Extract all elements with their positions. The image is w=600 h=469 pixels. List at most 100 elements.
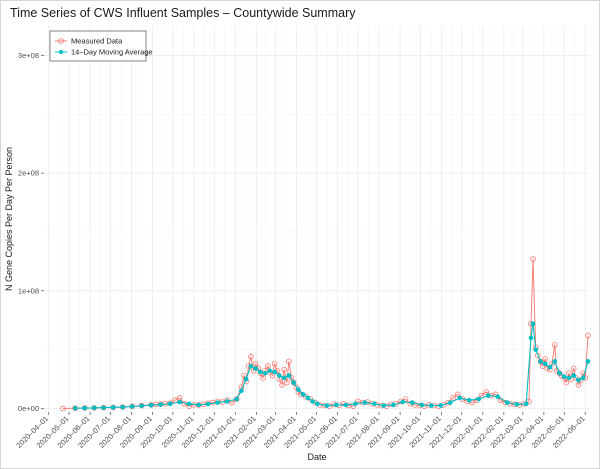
data-point-moving-average: [248, 363, 254, 369]
legend-label-measured: Measured Data: [71, 37, 123, 46]
data-point-moving-average: [447, 400, 453, 405]
legend-box: [49, 30, 147, 62]
data-point-measured: [551, 342, 558, 348]
data-point-moving-average: [371, 401, 377, 407]
data-point-moving-average: [438, 403, 444, 408]
data-point-moving-average: [580, 375, 586, 381]
data-point-moving-average: [234, 396, 239, 402]
data-point-measured: [537, 358, 544, 365]
data-point-moving-average: [101, 405, 107, 410]
data-point-moving-average: [381, 403, 387, 408]
data-point-moving-average: [286, 373, 292, 378]
data-point-moving-average: [186, 401, 192, 407]
data-point-moving-average: [352, 401, 358, 407]
data-point-moving-average: [91, 405, 97, 411]
data-point-moving-average: [428, 403, 434, 408]
y-tick-label: 1e+08: [18, 286, 39, 295]
data-point-moving-average: [295, 387, 301, 392]
data-point-moving-average: [495, 394, 501, 400]
y-tick-label: 0e+00: [18, 404, 39, 413]
data-point-moving-average: [542, 361, 548, 367]
data-point-moving-average: [205, 401, 211, 407]
data-point-moving-average: [139, 403, 145, 409]
data-point-moving-average: [72, 405, 78, 411]
data-point-measured: [402, 396, 409, 402]
data-point-moving-average: [215, 400, 220, 405]
data-point-measured: [286, 358, 292, 365]
data-point-measured: [60, 405, 66, 412]
data-point-measured: [279, 382, 285, 388]
data-point-measured: [539, 363, 546, 369]
data-point-moving-average: [362, 400, 368, 405]
data-point-moving-average: [576, 377, 581, 383]
data-point-moving-average: [528, 335, 534, 341]
data-point-moving-average: [158, 402, 164, 407]
data-point-moving-average: [291, 380, 296, 385]
data-point-measured: [450, 395, 456, 401]
data-point-moving-average: [148, 402, 154, 408]
chart-title: Time Series of CWS Influent Samples – Co…: [10, 6, 356, 20]
data-point-measured: [281, 366, 287, 373]
data-point-moving-average: [167, 401, 173, 407]
data-point-moving-average: [390, 402, 396, 408]
data-point-moving-average: [120, 404, 126, 410]
y-axis-title: N Gene Copies Per Day Per Person: [4, 147, 14, 291]
data-point-moving-average: [530, 321, 536, 327]
data-point-measured: [271, 360, 278, 367]
data-point-moving-average: [400, 399, 406, 405]
data-point-moving-average: [272, 369, 277, 375]
data-point-moving-average: [561, 374, 567, 380]
data-point-measured: [265, 363, 271, 369]
data-point-moving-average: [466, 397, 472, 403]
legend-label-moving-average: 14–Day Moving Average: [71, 48, 153, 57]
data-point-measured: [534, 352, 541, 359]
data-point-moving-average: [585, 359, 591, 364]
data-point-moving-average: [262, 370, 268, 376]
data-point-measured: [290, 379, 297, 386]
data-point-moving-average: [343, 402, 349, 408]
x-axis-title: Date: [307, 452, 326, 462]
data-point-moving-average: [504, 400, 510, 405]
data-point-measured: [260, 375, 266, 381]
data-point-measured: [570, 365, 577, 372]
data-point-moving-average: [324, 403, 330, 408]
data-point-moving-average: [485, 393, 491, 398]
data-point-moving-average: [129, 404, 135, 409]
data-point-moving-average: [82, 405, 88, 411]
data-point-moving-average: [253, 366, 258, 371]
data-point-moving-average: [547, 364, 553, 370]
data-point-moving-average: [305, 395, 311, 401]
data-point-moving-average: [267, 368, 273, 374]
data-point-moving-average: [333, 402, 339, 408]
data-point-moving-average: [523, 401, 529, 407]
data-point-moving-average: [571, 373, 577, 378]
data-point-moving-average: [224, 399, 230, 404]
data-point-moving-average: [533, 347, 539, 352]
data-point-moving-average: [277, 373, 282, 378]
data-point-moving-average: [239, 388, 244, 394]
legend-key-marker-measured: [58, 38, 64, 44]
data-point-moving-average: [258, 369, 263, 375]
data-point-moving-average: [281, 375, 287, 381]
data-point-measured: [248, 353, 254, 360]
data-point-moving-average: [300, 391, 306, 397]
data-point-measured: [585, 332, 591, 339]
data-point-moving-average: [243, 376, 249, 382]
data-point-moving-average: [310, 399, 315, 404]
data-point-measured: [530, 256, 536, 262]
legend-key-marker-moving-average: [58, 49, 64, 55]
data-point-moving-average: [110, 405, 116, 410]
data-point-moving-average: [457, 395, 463, 401]
data-point-moving-average: [538, 359, 543, 364]
y-tick-label: 3e+08: [18, 51, 39, 60]
data-point-moving-average: [314, 401, 320, 407]
data-point-measured: [233, 396, 240, 402]
data-point-moving-average: [557, 370, 562, 376]
data-point-moving-average: [419, 402, 425, 408]
data-point-moving-average: [409, 400, 415, 405]
data-point-moving-average: [552, 359, 558, 364]
y-tick-label: 2e+08: [18, 169, 39, 178]
data-point-moving-average: [177, 399, 183, 405]
data-point-measured: [563, 379, 570, 386]
